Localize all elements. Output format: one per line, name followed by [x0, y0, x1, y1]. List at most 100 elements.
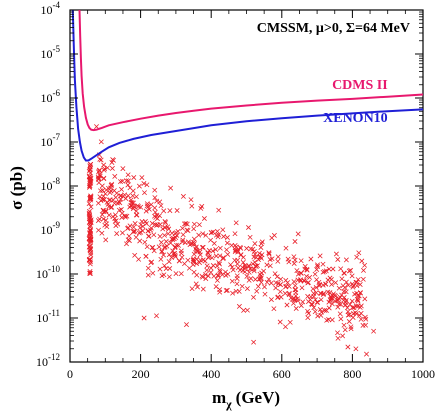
scatter-point [255, 263, 260, 269]
scatter-point [236, 288, 242, 294]
scatter-point [235, 265, 241, 271]
scatter-point [88, 232, 94, 238]
y-tick-label: 10-12 [36, 352, 60, 369]
y-tick-labels: 10-12 10-11 10-10 10-9 10-8 10-7 10-6 10-5 10-4 [36, 0, 60, 369]
scatter-point [258, 245, 264, 250]
scatter-point [112, 173, 118, 179]
scatter-point [214, 263, 220, 269]
scatter-point [319, 309, 324, 315]
scatter-point [173, 254, 178, 260]
scatter-point [312, 271, 318, 277]
scatter-point [323, 268, 329, 274]
scatter-point [348, 324, 354, 330]
scatter-point [320, 292, 326, 297]
scatter-point [130, 188, 136, 194]
scatter-point [291, 261, 297, 266]
scatter-point [191, 241, 197, 247]
scatter-point [286, 290, 292, 296]
scatter-point [217, 269, 223, 274]
scatter-point [213, 247, 219, 252]
scatter-point [268, 297, 274, 303]
scatter-point [124, 213, 130, 219]
scatter-point [240, 259, 246, 265]
scatter-point [97, 156, 103, 162]
scatter-point [158, 256, 164, 262]
scatter-point [277, 289, 283, 295]
scatter-point [314, 267, 320, 272]
x-axis-label-unit: (GeV) [236, 388, 280, 407]
scatter-point [158, 239, 164, 245]
scatter-point [261, 268, 267, 274]
scatter-point [204, 263, 210, 269]
scatter-point [350, 315, 356, 320]
scatter-point [173, 230, 179, 236]
scatter-point [229, 242, 235, 248]
scatter-point [151, 232, 157, 238]
scatter-point [88, 237, 94, 242]
scatter-point [125, 226, 131, 231]
scatter-point [137, 238, 143, 244]
scatter-point [201, 216, 207, 221]
scatter-point [101, 216, 106, 222]
scatter-point [97, 172, 103, 178]
scatter-point [185, 257, 191, 263]
scatter-point [341, 322, 347, 328]
scatter-point [224, 235, 230, 240]
scatter-point [152, 209, 158, 215]
scatter-point [338, 316, 344, 322]
scatter-point [345, 312, 351, 318]
scatter-point [252, 241, 258, 247]
scatter-point [170, 251, 176, 257]
scatter-point [103, 208, 109, 214]
scatter-point [152, 195, 158, 201]
scatter-point [154, 212, 160, 218]
scatter-point [216, 260, 222, 266]
scatter-point [298, 270, 304, 276]
scatter-point [284, 302, 290, 308]
scatter-point [161, 208, 167, 214]
scatter-point [223, 269, 228, 275]
scatter-point [131, 224, 137, 230]
scatter-point [133, 208, 139, 214]
scatter-point [132, 221, 138, 226]
scatter-point [168, 185, 174, 191]
scatter-point [219, 272, 225, 278]
scatter-point [144, 182, 150, 188]
scatter-point [292, 287, 298, 293]
scatter-point [318, 297, 324, 303]
scatter-point [100, 197, 105, 202]
scatter-point [282, 290, 288, 296]
scatter-point [355, 293, 361, 298]
scatter-point [164, 243, 170, 249]
x-tick-label: 400 [202, 367, 220, 381]
scatter-point [331, 291, 336, 297]
scatter-point [143, 253, 149, 259]
scatter-point [113, 218, 119, 224]
scatter-point [128, 203, 134, 209]
scatter-point [337, 294, 343, 300]
scatter-point [272, 271, 278, 277]
scatter-point [198, 205, 204, 211]
scatter-point [355, 297, 361, 303]
scatter-point [254, 288, 260, 294]
scatter-point [328, 297, 333, 303]
scatter-point [150, 270, 156, 276]
scatter-point [154, 313, 159, 319]
scatter-point [102, 191, 108, 197]
scatter-point [155, 222, 161, 228]
scatter-point [321, 291, 327, 296]
scatter-point [333, 280, 339, 286]
scatter-point [247, 234, 253, 240]
scatter-point [140, 228, 146, 234]
scatter-point [88, 193, 94, 199]
scatter-point [274, 274, 280, 280]
scatter-point [197, 260, 202, 266]
scatter-point [314, 277, 320, 283]
axis-ticks [69, 9, 424, 363]
scatter-point [233, 244, 239, 250]
scatter-point [315, 264, 321, 269]
scatter-point [304, 267, 310, 273]
scatter-point [361, 267, 366, 273]
scatter-point [287, 319, 293, 325]
